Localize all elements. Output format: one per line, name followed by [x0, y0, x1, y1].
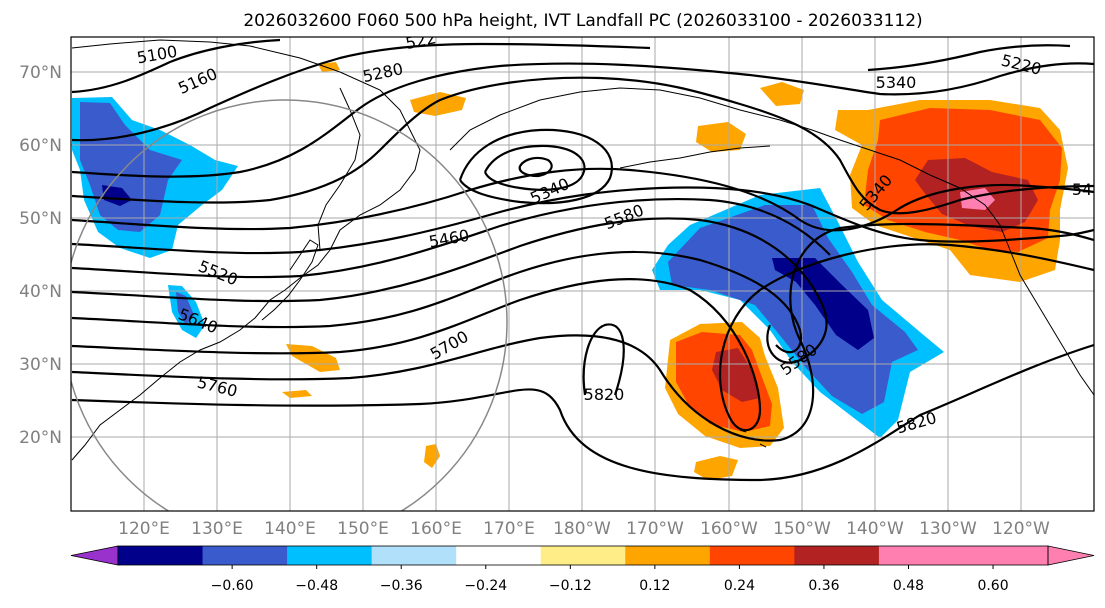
colorbar-segment — [625, 546, 711, 565]
map-frame — [70, 36, 1095, 512]
colorbar-segment — [456, 546, 542, 565]
coastline-aleutians — [619, 145, 771, 169]
longitude-label: 160°W — [700, 519, 758, 539]
colorbar-tick-label: −0.12 — [549, 578, 592, 594]
colorbar-extend-max — [1047, 545, 1095, 566]
contour-northeast — [867, 44, 1071, 72]
ivt-negative-pacific-mid — [668, 205, 918, 414]
colorbar-segment — [202, 546, 288, 565]
colorbar-segment — [118, 546, 204, 565]
figure-title: 2026032600 F060 500 hPa height, IVT Land… — [243, 11, 922, 31]
latitude-labels: 70°N 60°N 50°N 40°N 30°N 20°N — [19, 63, 62, 448]
colorbar-tick-label: −0.36 — [380, 578, 423, 594]
contour-5820-south — [71, 343, 1094, 482]
colorbar-segment — [371, 546, 457, 565]
contour-label: 54 — [1072, 180, 1092, 199]
longitude-label: 160°E — [410, 519, 462, 539]
contour-5580 — [71, 217, 828, 364]
latitude-label: 20°N — [19, 428, 62, 448]
longitude-label: 150°E — [337, 519, 389, 539]
colorbar-tick-label: 0.12 — [639, 578, 670, 594]
ivt-negative-japan-core — [176, 292, 194, 325]
colorbar-extend-min — [70, 545, 119, 566]
longitude-label: 140°E — [264, 519, 316, 539]
contour-5220 — [71, 62, 1094, 178]
colorbar-tick-label: 0.48 — [893, 578, 924, 594]
colorbar-segment — [709, 546, 795, 565]
ivt-positive-south-blob — [694, 456, 738, 480]
colorbar-tick-label: 0.24 — [724, 578, 755, 594]
contour-5400 — [71, 167, 1094, 232]
longitude-label: 150°W — [773, 519, 831, 539]
latitude-label: 40°N — [19, 282, 62, 302]
colorbar-tick-label: 0.60 — [977, 578, 1008, 594]
coastline-japan — [261, 239, 319, 321]
longitude-labels: 120°E 130°E 140°E 150°E 160°E 170°E 180°W 170°W… — [118, 519, 1050, 539]
ivt-positive-patch — [286, 344, 340, 372]
ivt-shading — [72, 62, 1068, 480]
longitude-label: 170°W — [626, 519, 684, 539]
contour-inner-low — [518, 156, 553, 178]
contour-5640 — [71, 250, 803, 354]
colorbar-segment — [878, 546, 964, 565]
longitude-label: 170°E — [483, 519, 535, 539]
longitude-label: 140°W — [846, 519, 904, 539]
ivt-positive-patch — [318, 62, 340, 72]
colorbar-segment — [540, 546, 626, 565]
contour-5340-low — [458, 128, 613, 205]
gridlines — [71, 37, 1094, 511]
colorbar-tick-label: −0.24 — [464, 578, 507, 594]
contour-5460 — [71, 186, 1094, 255]
colorbar — [70, 545, 1095, 566]
contour-5100 — [71, 38, 281, 94]
longitude-label: 130°E — [191, 519, 243, 539]
ivt-positive-patch — [760, 82, 804, 106]
longitude-label: 120°W — [992, 519, 1050, 539]
colorbar-tick-label: 0.36 — [808, 578, 839, 594]
range-ring — [71, 99, 508, 511]
height-contours — [71, 38, 1094, 482]
contour-5820-cell — [582, 323, 625, 396]
contour-label: 5820 — [584, 385, 625, 404]
contour-5160 — [71, 42, 651, 142]
colorbar-tick-label: −0.48 — [295, 578, 338, 594]
contour-5280-low — [483, 144, 586, 191]
colorbar-frame — [117, 545, 1049, 566]
ivt-negative-center-asia — [102, 185, 132, 206]
latitude-label: 50°N — [19, 209, 62, 229]
colorbar-tick-label: −0.60 — [211, 578, 254, 594]
latitude-label: 60°N — [19, 136, 62, 156]
contour-label: 5340 — [876, 73, 917, 92]
ivt-positive-subtropics-core — [712, 348, 760, 402]
colorbar-segment — [794, 546, 880, 565]
colorbar-segment — [287, 546, 373, 565]
latitude-label: 70°N — [19, 63, 62, 83]
colorbar-segment — [963, 546, 1049, 565]
map-area: 5100 5160 522 5280 5340 5220 5340 5340 5… — [71, 37, 1094, 511]
longitude-label: 130°W — [919, 519, 977, 539]
latitude-label: 30°N — [19, 355, 62, 375]
colorbar-tick-labels: −0.60 −0.48 −0.36 −0.24 −0.12 0.12 0.24 0.36 0.4… — [211, 565, 1009, 594]
longitude-label: 180°W — [553, 519, 611, 539]
contour-5520 — [71, 197, 831, 279]
coastline-alaska — [449, 87, 1094, 396]
contour-5280 — [71, 76, 1094, 215]
longitude-label: 120°E — [118, 519, 170, 539]
contour-5760 — [71, 222, 1094, 442]
contour-5700 — [71, 243, 1094, 432]
